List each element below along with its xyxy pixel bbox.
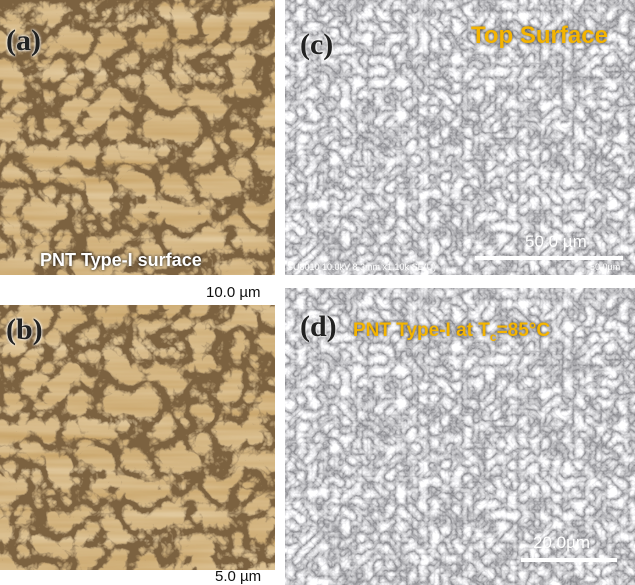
- caption: PNT Type-I at Tc=85°C: [353, 320, 550, 344]
- sem-footer: SU8010 10.0kV 8.3mm x1.10k SE(U): [287, 262, 437, 272]
- caption-text: =85°C: [496, 320, 551, 341]
- caption: PNT Type-I surface: [40, 250, 202, 270]
- scale-label: 5.0 µm: [215, 568, 262, 585]
- scale-label: 50.0 µm: [525, 232, 587, 251]
- scale-bar: [521, 558, 617, 562]
- panel-label: (b): [6, 313, 43, 346]
- panel-a: (a) PNT Type-I surface: [0, 0, 275, 275]
- panel-c: (c) Top Surface 50.0 µm SU8010 10.0kV 8.…: [285, 0, 635, 275]
- caption: Top Surface: [471, 22, 608, 49]
- caption-text: PNT Type-I at T: [353, 320, 490, 341]
- panel-label: (d): [300, 310, 337, 343]
- panel-b: (b): [0, 305, 275, 570]
- scale-bar: [475, 256, 623, 260]
- scale-label: 10.0 µm: [206, 284, 261, 301]
- caption-sub: c: [489, 329, 497, 344]
- panel-d: (d) PNT Type-I at Tc=85°C 20.0µm: [285, 288, 635, 585]
- afm-image: [0, 305, 275, 570]
- sem-image: [285, 0, 635, 275]
- panel-label: (c): [300, 28, 334, 61]
- sem-footer-scale: 50.0µm: [590, 262, 621, 272]
- sem-image: [285, 288, 635, 585]
- panel-label: (a): [6, 24, 41, 57]
- scale-label: 20.0µm: [533, 533, 591, 552]
- afm-image: [0, 0, 275, 275]
